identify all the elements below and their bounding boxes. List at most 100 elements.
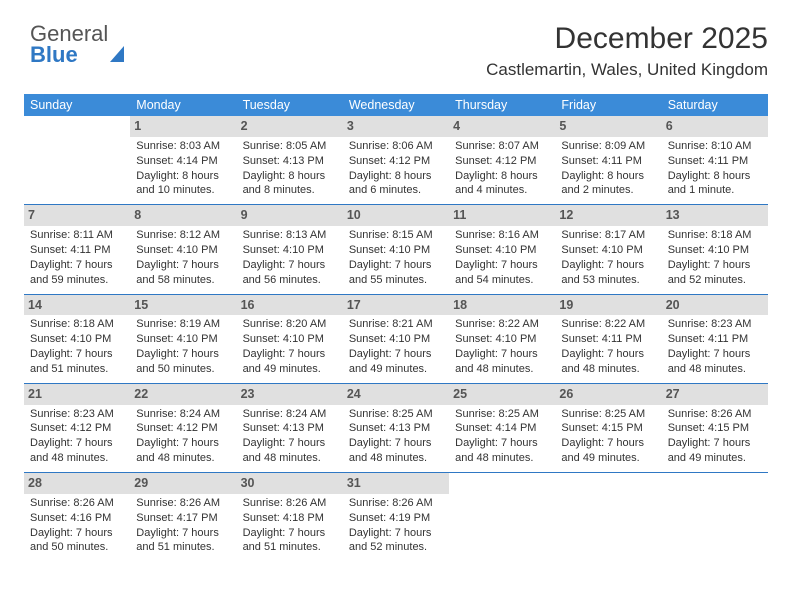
day-number: 21 (24, 384, 130, 405)
day-number: 6 (662, 116, 768, 137)
daylight-line: Daylight: 7 hours (561, 258, 655, 273)
calendar-cell: 20Sunrise: 8:23 AMSunset: 4:11 PMDayligh… (662, 295, 768, 383)
calendar-cell: 17Sunrise: 8:21 AMSunset: 4:10 PMDayligh… (343, 295, 449, 383)
daylight-line: and 51 minutes. (30, 362, 124, 377)
calendar-cell (449, 473, 555, 561)
sunrise-line: Sunrise: 8:25 AM (561, 407, 655, 422)
sunrise-line: Sunrise: 8:26 AM (30, 496, 124, 511)
sunrise-line: Sunrise: 8:26 AM (668, 407, 762, 422)
sunset-line: Sunset: 4:13 PM (349, 421, 443, 436)
calendar-cell: 19Sunrise: 8:22 AMSunset: 4:11 PMDayligh… (555, 295, 661, 383)
daylight-line: and 1 minute. (668, 183, 762, 198)
daylight-line: Daylight: 7 hours (561, 347, 655, 362)
calendar-cell: 4Sunrise: 8:07 AMSunset: 4:12 PMDaylight… (449, 116, 555, 204)
day-number: 31 (343, 473, 449, 494)
daylight-line: Daylight: 7 hours (243, 526, 337, 541)
daylight-line: Daylight: 7 hours (455, 258, 549, 273)
daylight-line: and 2 minutes. (561, 183, 655, 198)
calendar-cell: 30Sunrise: 8:26 AMSunset: 4:18 PMDayligh… (237, 473, 343, 561)
day-number: 2 (237, 116, 343, 137)
daylight-line: and 48 minutes. (349, 451, 443, 466)
daylight-line: and 54 minutes. (455, 273, 549, 288)
daylight-line: and 48 minutes. (668, 362, 762, 377)
location-subtitle: Castlemartin, Wales, United Kingdom (24, 60, 768, 80)
daylight-line: Daylight: 8 hours (136, 169, 230, 184)
daylight-line: Daylight: 8 hours (349, 169, 443, 184)
calendar-week: 14Sunrise: 8:18 AMSunset: 4:10 PMDayligh… (24, 295, 768, 383)
daylight-line: Daylight: 8 hours (455, 169, 549, 184)
sunset-line: Sunset: 4:18 PM (243, 511, 337, 526)
daylight-line: and 51 minutes. (243, 540, 337, 555)
sunrise-line: Sunrise: 8:13 AM (243, 228, 337, 243)
day-number: 5 (555, 116, 661, 137)
daylight-line: Daylight: 7 hours (243, 436, 337, 451)
sunrise-line: Sunrise: 8:18 AM (30, 317, 124, 332)
daylight-line: and 48 minutes. (136, 451, 230, 466)
sunrise-line: Sunrise: 8:05 AM (243, 139, 337, 154)
daylight-line: and 55 minutes. (349, 273, 443, 288)
sunset-line: Sunset: 4:10 PM (136, 332, 230, 347)
sunrise-line: Sunrise: 8:22 AM (455, 317, 549, 332)
calendar-cell: 7Sunrise: 8:11 AMSunset: 4:11 PMDaylight… (24, 205, 130, 293)
sunrise-line: Sunrise: 8:26 AM (349, 496, 443, 511)
day-number: 11 (449, 205, 555, 226)
daylight-line: and 8 minutes. (243, 183, 337, 198)
calendar-cell: 12Sunrise: 8:17 AMSunset: 4:10 PMDayligh… (555, 205, 661, 293)
daylight-line: Daylight: 7 hours (136, 258, 230, 273)
sunset-line: Sunset: 4:12 PM (349, 154, 443, 169)
sunset-line: Sunset: 4:10 PM (455, 332, 549, 347)
calendar-week: 21Sunrise: 8:23 AMSunset: 4:12 PMDayligh… (24, 384, 768, 472)
daylight-line: Daylight: 7 hours (668, 347, 762, 362)
daylight-line: Daylight: 7 hours (668, 258, 762, 273)
daylight-line: and 6 minutes. (349, 183, 443, 198)
sunset-line: Sunset: 4:10 PM (455, 243, 549, 258)
calendar-cell: 22Sunrise: 8:24 AMSunset: 4:12 PMDayligh… (130, 384, 236, 472)
weekday-header: Sunday Monday Tuesday Wednesday Thursday… (24, 94, 768, 116)
sunrise-line: Sunrise: 8:03 AM (136, 139, 230, 154)
daylight-line: Daylight: 7 hours (30, 436, 124, 451)
sunrise-line: Sunrise: 8:06 AM (349, 139, 443, 154)
sunset-line: Sunset: 4:13 PM (243, 154, 337, 169)
calendar-cell: 14Sunrise: 8:18 AMSunset: 4:10 PMDayligh… (24, 295, 130, 383)
calendar-cell: 25Sunrise: 8:25 AMSunset: 4:14 PMDayligh… (449, 384, 555, 472)
sunrise-line: Sunrise: 8:21 AM (349, 317, 443, 332)
daylight-line: and 52 minutes. (668, 273, 762, 288)
day-number: 29 (130, 473, 236, 494)
sunset-line: Sunset: 4:14 PM (455, 421, 549, 436)
daylight-line: and 49 minutes. (561, 451, 655, 466)
day-number: 18 (449, 295, 555, 316)
sunrise-line: Sunrise: 8:26 AM (243, 496, 337, 511)
day-number: 23 (237, 384, 343, 405)
day-number: 9 (237, 205, 343, 226)
sunrise-line: Sunrise: 8:10 AM (668, 139, 762, 154)
daylight-line: Daylight: 7 hours (30, 258, 124, 273)
calendar-cell: 15Sunrise: 8:19 AMSunset: 4:10 PMDayligh… (130, 295, 236, 383)
day-number: 17 (343, 295, 449, 316)
day-number: 27 (662, 384, 768, 405)
calendar-cell: 27Sunrise: 8:26 AMSunset: 4:15 PMDayligh… (662, 384, 768, 472)
brand-part2: Blue (30, 45, 124, 66)
sunset-line: Sunset: 4:10 PM (668, 243, 762, 258)
sunrise-line: Sunrise: 8:24 AM (243, 407, 337, 422)
daylight-line: and 49 minutes. (349, 362, 443, 377)
daylight-line: and 48 minutes. (455, 362, 549, 377)
sunrise-line: Sunrise: 8:16 AM (455, 228, 549, 243)
calendar-cell: 8Sunrise: 8:12 AMSunset: 4:10 PMDaylight… (130, 205, 236, 293)
sunset-line: Sunset: 4:12 PM (30, 421, 124, 436)
sunset-line: Sunset: 4:16 PM (30, 511, 124, 526)
daylight-line: and 48 minutes. (455, 451, 549, 466)
calendar-cell: 5Sunrise: 8:09 AMSunset: 4:11 PMDaylight… (555, 116, 661, 204)
sunrise-line: Sunrise: 8:11 AM (30, 228, 124, 243)
sunrise-line: Sunrise: 8:15 AM (349, 228, 443, 243)
sunset-line: Sunset: 4:15 PM (668, 421, 762, 436)
day-number: 3 (343, 116, 449, 137)
sunrise-line: Sunrise: 8:24 AM (136, 407, 230, 422)
calendar: Sunday Monday Tuesday Wednesday Thursday… (24, 94, 768, 561)
sunrise-line: Sunrise: 8:19 AM (136, 317, 230, 332)
daylight-line: Daylight: 7 hours (136, 347, 230, 362)
sunset-line: Sunset: 4:10 PM (243, 243, 337, 258)
weekday-label: Tuesday (237, 94, 343, 116)
sunset-line: Sunset: 4:10 PM (349, 332, 443, 347)
daylight-line: Daylight: 7 hours (243, 347, 337, 362)
calendar-week: 7Sunrise: 8:11 AMSunset: 4:11 PMDaylight… (24, 205, 768, 293)
